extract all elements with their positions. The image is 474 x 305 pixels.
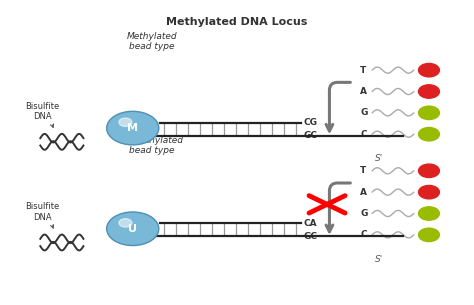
Text: Unmethylated
bead type: Unmethylated bead type [119, 136, 184, 155]
Text: G: G [360, 209, 368, 218]
Circle shape [419, 207, 439, 220]
Text: C: C [360, 130, 367, 139]
Circle shape [419, 85, 439, 98]
Text: A: A [360, 188, 367, 197]
Text: A: A [360, 87, 367, 96]
Circle shape [119, 219, 132, 227]
Circle shape [419, 185, 439, 199]
Circle shape [107, 111, 159, 145]
Text: U: U [128, 224, 137, 234]
Text: Methylated DNA Locus: Methylated DNA Locus [166, 17, 308, 27]
Circle shape [107, 212, 159, 246]
Text: M: M [127, 123, 138, 133]
Circle shape [419, 127, 439, 141]
Text: GC: GC [304, 232, 318, 241]
Text: Bisulfite
DNA: Bisulfite DNA [26, 202, 60, 222]
Text: G: G [360, 108, 368, 117]
Text: T: T [360, 166, 366, 175]
Circle shape [419, 106, 439, 120]
Text: S': S' [375, 154, 383, 163]
Text: S': S' [375, 255, 383, 264]
Circle shape [419, 228, 439, 242]
Circle shape [419, 63, 439, 77]
Text: C: C [360, 230, 367, 239]
Circle shape [119, 118, 132, 127]
Text: T: T [360, 66, 366, 75]
Text: GC: GC [304, 131, 318, 140]
Text: Methylated
bead type: Methylated bead type [127, 32, 177, 52]
Text: Bisulfite
DNA: Bisulfite DNA [26, 102, 60, 121]
Circle shape [419, 164, 439, 178]
Text: CA: CA [304, 219, 318, 228]
Text: CG: CG [304, 118, 318, 127]
